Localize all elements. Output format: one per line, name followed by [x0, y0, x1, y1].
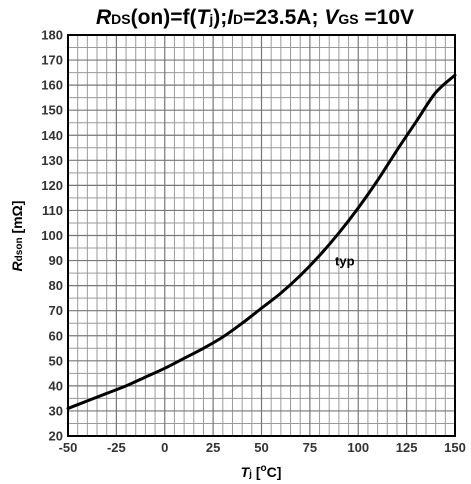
y-tick-label: 160 — [41, 78, 63, 93]
series-line-typ — [66, 73, 457, 410]
chart-title: RDS(on)=f(Tj);ID=23.5A; VGS =10V — [96, 6, 414, 29]
y-tick-label: 110 — [42, 203, 63, 218]
annotation-label: typ — [335, 254, 355, 269]
y-tick-label: 40 — [49, 378, 63, 393]
x-tick-label: -50 — [59, 440, 78, 455]
y-tick-label: 120 — [41, 178, 63, 193]
plot-area-frame — [67, 34, 456, 437]
annotations-layer: typ — [335, 254, 355, 269]
x-axis-label: Tj [oC] — [241, 463, 282, 480]
x-tick-label: 150 — [444, 440, 466, 455]
x-tick-label: 50 — [254, 440, 268, 455]
y-tick-label: 180 — [41, 28, 63, 43]
y-tick-label: 80 — [49, 278, 63, 293]
x-axis-tick-labels: -50 -25 0 25 50 75 100 125 150 — [59, 440, 466, 455]
x-tick-label: 100 — [347, 440, 369, 455]
y-tick-label: 140 — [41, 128, 63, 143]
x-tick-label: -25 — [107, 440, 126, 455]
y-tick-label: 90 — [49, 253, 63, 268]
y-tick-label: 170 — [41, 53, 63, 68]
y-tick-label: 130 — [41, 153, 63, 168]
x-tick-label: 75 — [303, 440, 317, 455]
x-tick-label: 125 — [396, 440, 418, 455]
y-tick-label: 100 — [41, 228, 63, 243]
x-tick-label: 0 — [161, 440, 168, 455]
x-tick-label: 25 — [206, 440, 220, 455]
y-tick-label: 50 — [49, 353, 63, 368]
y-tick-label: 150 — [41, 103, 63, 118]
y-axis-label: Rdson [mΩ] — [9, 201, 25, 272]
series-layer — [66, 73, 457, 410]
y-axis-tick-labels: 20 30 40 50 60 70 80 90 100 110 120 130 140 150 160 170… — [41, 28, 63, 444]
y-tick-label: 30 — [49, 403, 63, 418]
y-tick-label: 60 — [49, 328, 63, 343]
y-tick-label: 20 — [49, 429, 63, 444]
y-tick-label: 70 — [49, 303, 63, 318]
